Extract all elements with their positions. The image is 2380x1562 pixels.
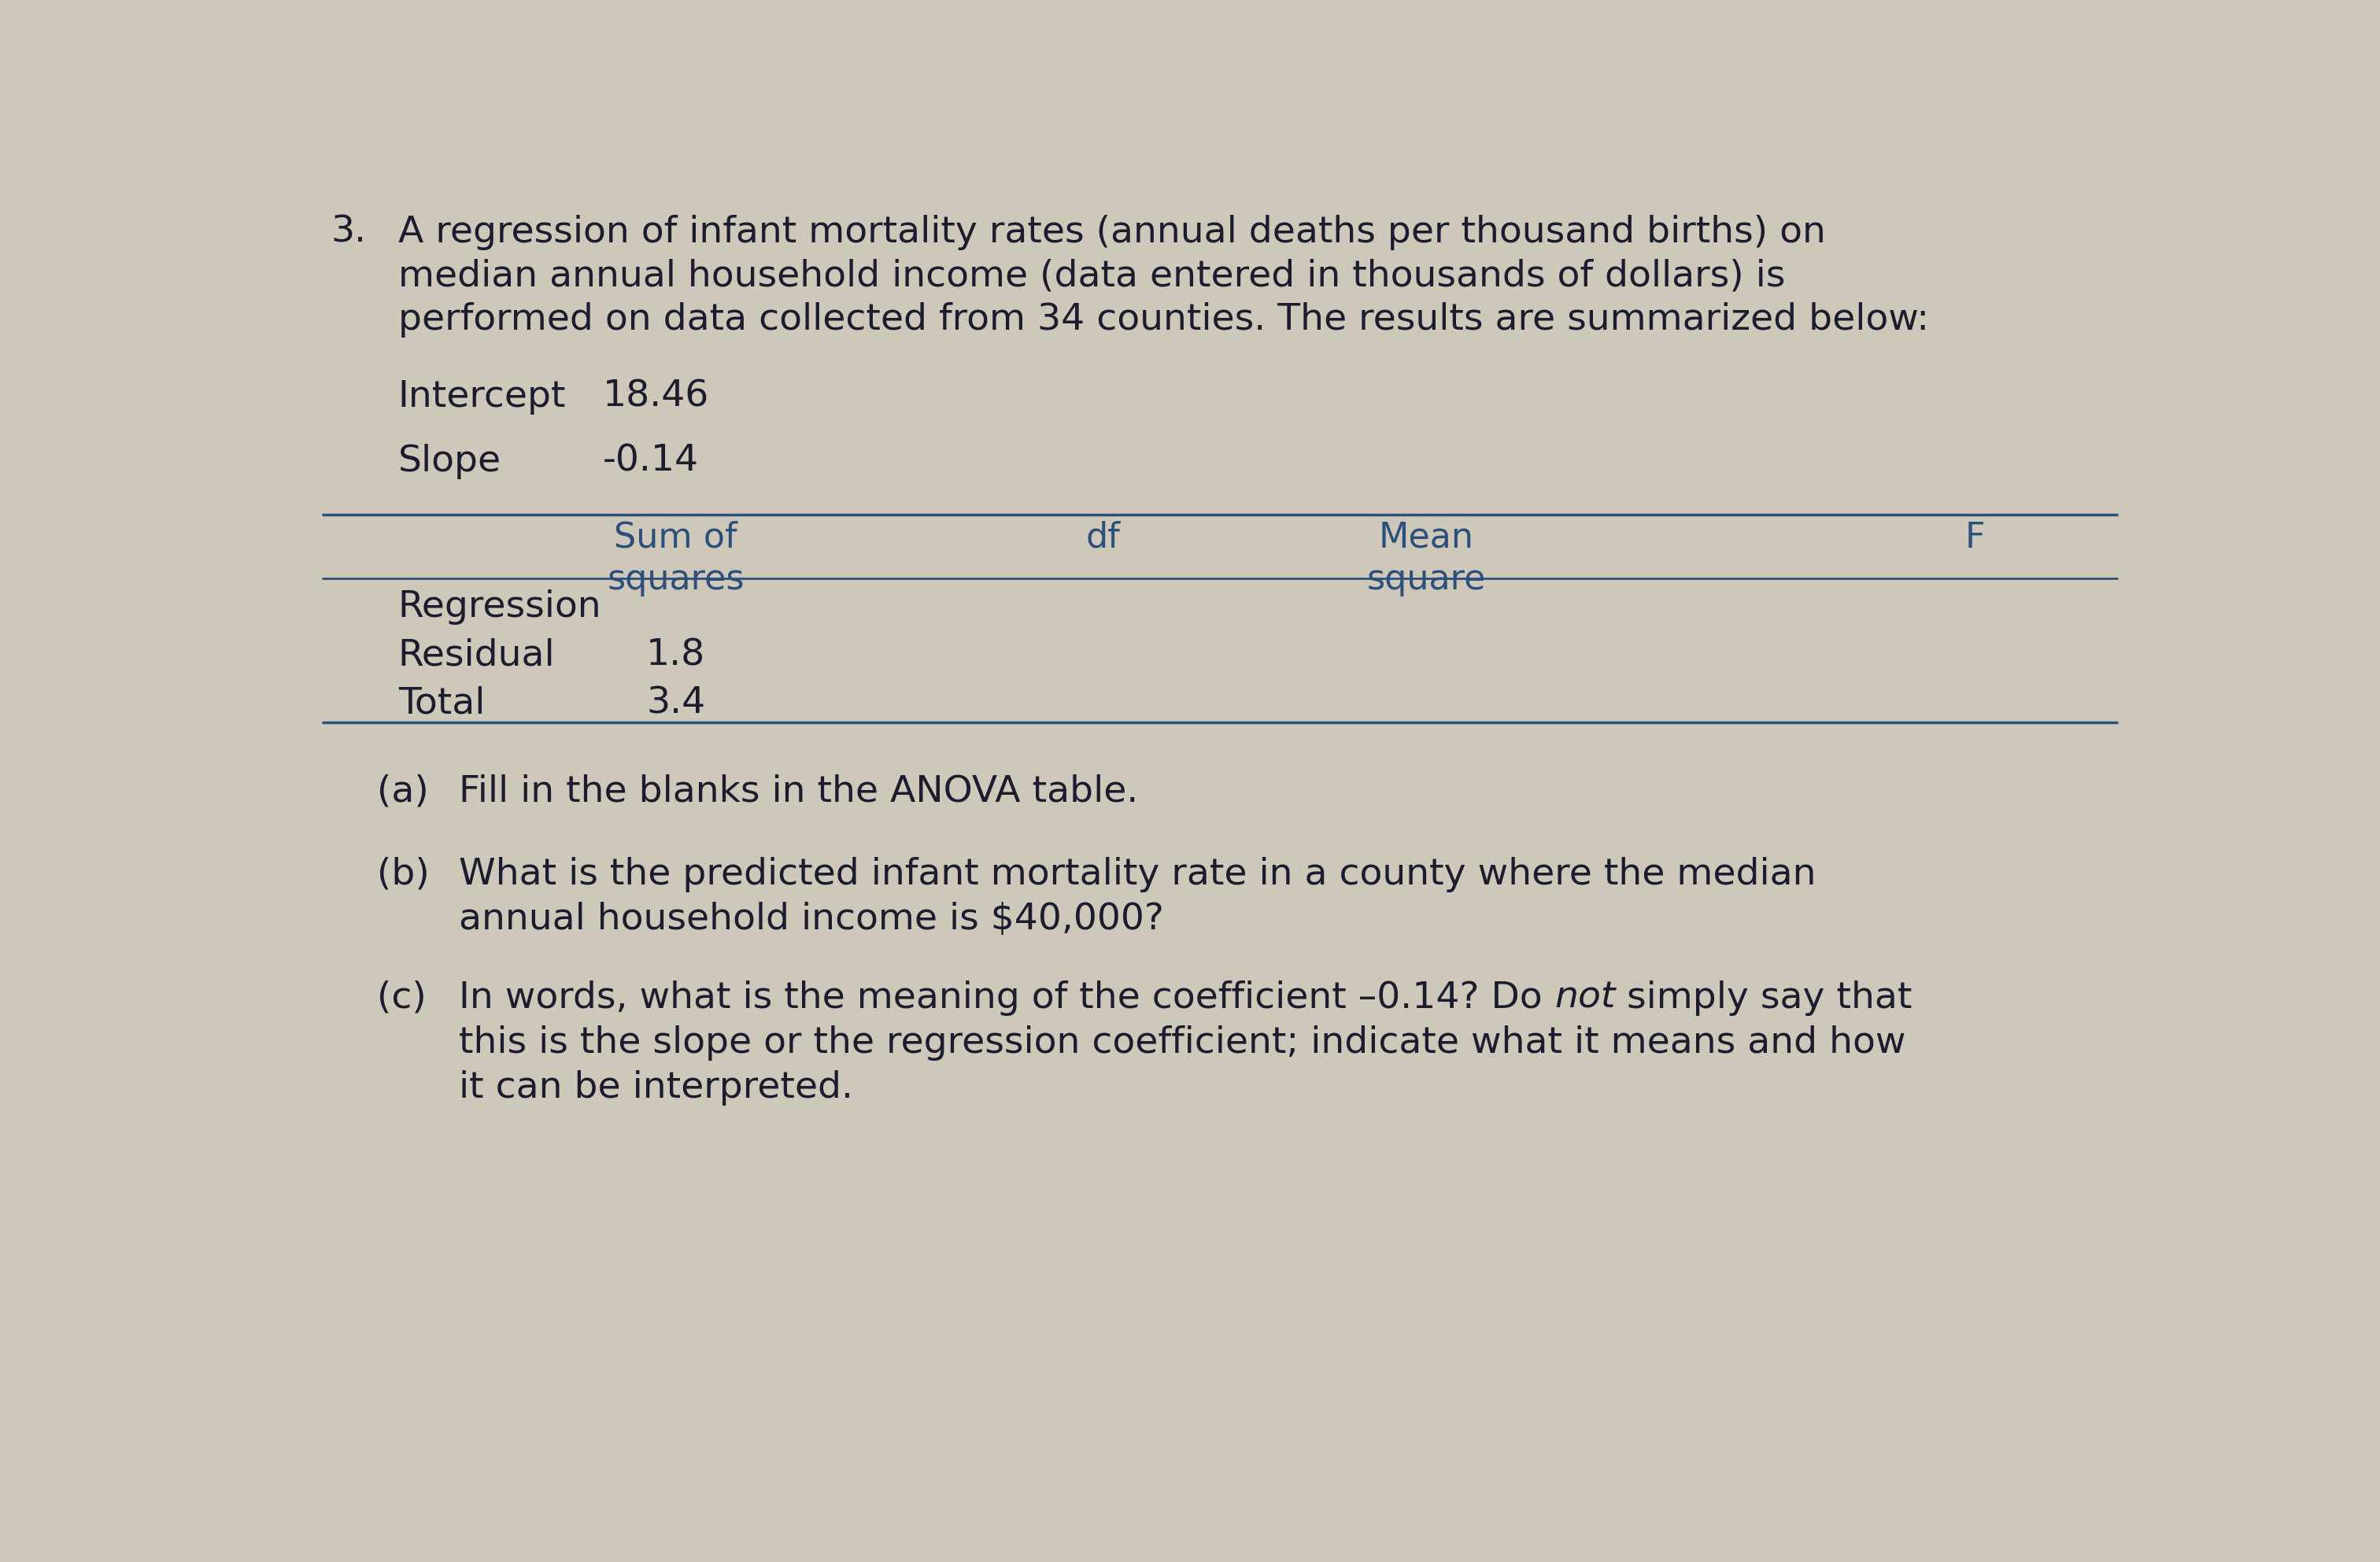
Text: (c): (c) bbox=[376, 981, 426, 1015]
Text: Slope: Slope bbox=[397, 444, 502, 480]
Text: (a): (a) bbox=[376, 773, 428, 809]
Text: 3.4: 3.4 bbox=[645, 686, 704, 722]
Text: not: not bbox=[1554, 981, 1616, 1015]
Text: Fill in the blanks in the ANOVA table.: Fill in the blanks in the ANOVA table. bbox=[459, 773, 1138, 809]
Text: A regression of infant mortality rates (annual deaths per thousand births) on: A regression of infant mortality rates (… bbox=[397, 214, 1825, 250]
Text: median annual household income (data entered in thousands of dollars) is: median annual household income (data ent… bbox=[397, 258, 1785, 294]
Text: What is the predicted infant mortality rate in a county where the median: What is the predicted infant mortality r… bbox=[459, 858, 1816, 892]
Text: df: df bbox=[1085, 520, 1121, 555]
Text: (b): (b) bbox=[376, 858, 428, 892]
Text: -0.14: -0.14 bbox=[602, 444, 700, 480]
Text: 1.8: 1.8 bbox=[645, 637, 704, 673]
Text: annual household income is $40,000?: annual household income is $40,000? bbox=[459, 901, 1164, 937]
Text: Intercept: Intercept bbox=[397, 380, 566, 414]
Text: Sum of
squares: Sum of squares bbox=[607, 520, 745, 597]
Text: Mean
square: Mean square bbox=[1366, 520, 1485, 597]
Text: it can be interpreted.: it can be interpreted. bbox=[459, 1070, 854, 1106]
Text: simply say that: simply say that bbox=[1616, 981, 1911, 1015]
Text: F: F bbox=[1966, 520, 1985, 555]
Text: In words, what is the meaning of the coefficient –0.14? Do: In words, what is the meaning of the coe… bbox=[459, 981, 1554, 1015]
Text: 18.46: 18.46 bbox=[602, 380, 709, 414]
Text: this is the slope or the regression coefficient; indicate what it means and how: this is the slope or the regression coef… bbox=[459, 1025, 1906, 1061]
Text: Regression: Regression bbox=[397, 589, 602, 625]
Text: 3.: 3. bbox=[331, 214, 367, 250]
Text: performed on data collected from 34 counties. The results are summarized below:: performed on data collected from 34 coun… bbox=[397, 301, 1930, 337]
Text: Residual: Residual bbox=[397, 637, 555, 673]
Text: Total: Total bbox=[397, 686, 486, 722]
